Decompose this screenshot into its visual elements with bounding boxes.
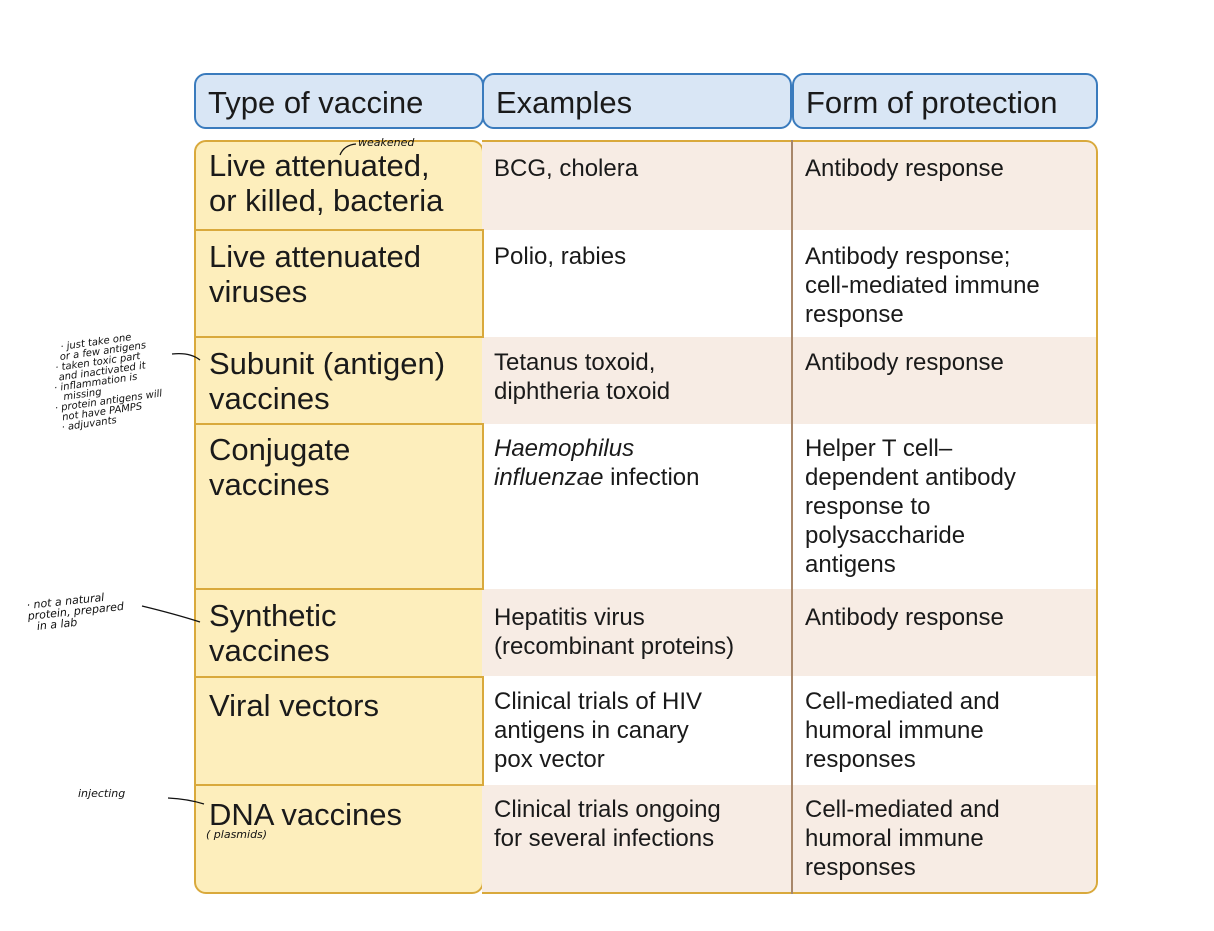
- table-row-1-examples: BCG, cholera: [494, 155, 639, 182]
- table-row-3-protection: Antibody response: [805, 349, 1004, 376]
- row-divider: [194, 588, 484, 590]
- table-row-3-examples: Tetanus toxoid, diphtheria toxoid: [494, 349, 671, 405]
- table-row-7-protection: Cell-mediated and humoral immune responses: [805, 796, 1000, 881]
- table-row-4-type: Conjugate vaccines: [209, 432, 351, 502]
- table-row-6-type: Viral vectors: [209, 688, 379, 723]
- handwritten-note-plasmids: ( plasmids): [206, 828, 268, 841]
- row-band-1: [482, 142, 1096, 230]
- table-row-7-examples: Clinical trials ongoing for several infec…: [494, 796, 721, 852]
- table-frame: [482, 140, 1098, 894]
- row-band-5: [482, 589, 1096, 676]
- header-form-of-protection: Form of protection: [792, 73, 1098, 129]
- header-type-of-vaccine: Type of vaccine: [194, 73, 484, 129]
- handwritten-note-weakened: weakened: [358, 136, 415, 149]
- column-divider: [791, 140, 793, 894]
- table-row-1-type: Live attenuated, or killed, bacteria: [209, 148, 444, 218]
- handwritten-note-subunit: · just take one or a few antigens · take…: [53, 332, 163, 434]
- row-divider: [194, 784, 484, 786]
- table-row-6-protection: Cell-mediated and humoral immune responses: [805, 688, 1000, 773]
- table-row-5-protection: Antibody response: [805, 604, 1004, 631]
- row-divider: [194, 229, 484, 231]
- row-divider: [194, 423, 484, 425]
- header-examples: Examples: [482, 73, 792, 129]
- handwritten-note-injecting: injecting: [78, 787, 126, 800]
- table-row-1-protection: Antibody response: [805, 155, 1004, 182]
- table-row-6-examples: Clinical trials of HIV antigens in canary…: [494, 688, 703, 773]
- table-row-4-protection: Helper T cell– dependent antibody response…: [805, 435, 1016, 578]
- row-band-7: [482, 785, 1096, 892]
- table-row-5-examples: Hepatitis virus (recombinant proteins): [494, 604, 735, 660]
- row-divider: [194, 676, 484, 678]
- table-row-4-examples: Haemophilus influenzae infection: [494, 435, 700, 491]
- vaccine-type-column: [194, 140, 484, 894]
- table-row-2-protection: Antibody response; cell-mediated immune re…: [805, 243, 1040, 328]
- table-row-7-type: DNA vaccines: [209, 797, 402, 832]
- table-row-2-examples: Polio, rabies: [494, 243, 627, 270]
- table-row-5-type: Synthetic vaccines: [209, 598, 337, 668]
- table-row-2-type: Live attenuated viruses: [209, 239, 422, 309]
- row-divider: [194, 336, 484, 338]
- row-band-3: [482, 337, 1096, 424]
- table-row-3-type: Subunit (antigen) vaccines: [209, 346, 446, 416]
